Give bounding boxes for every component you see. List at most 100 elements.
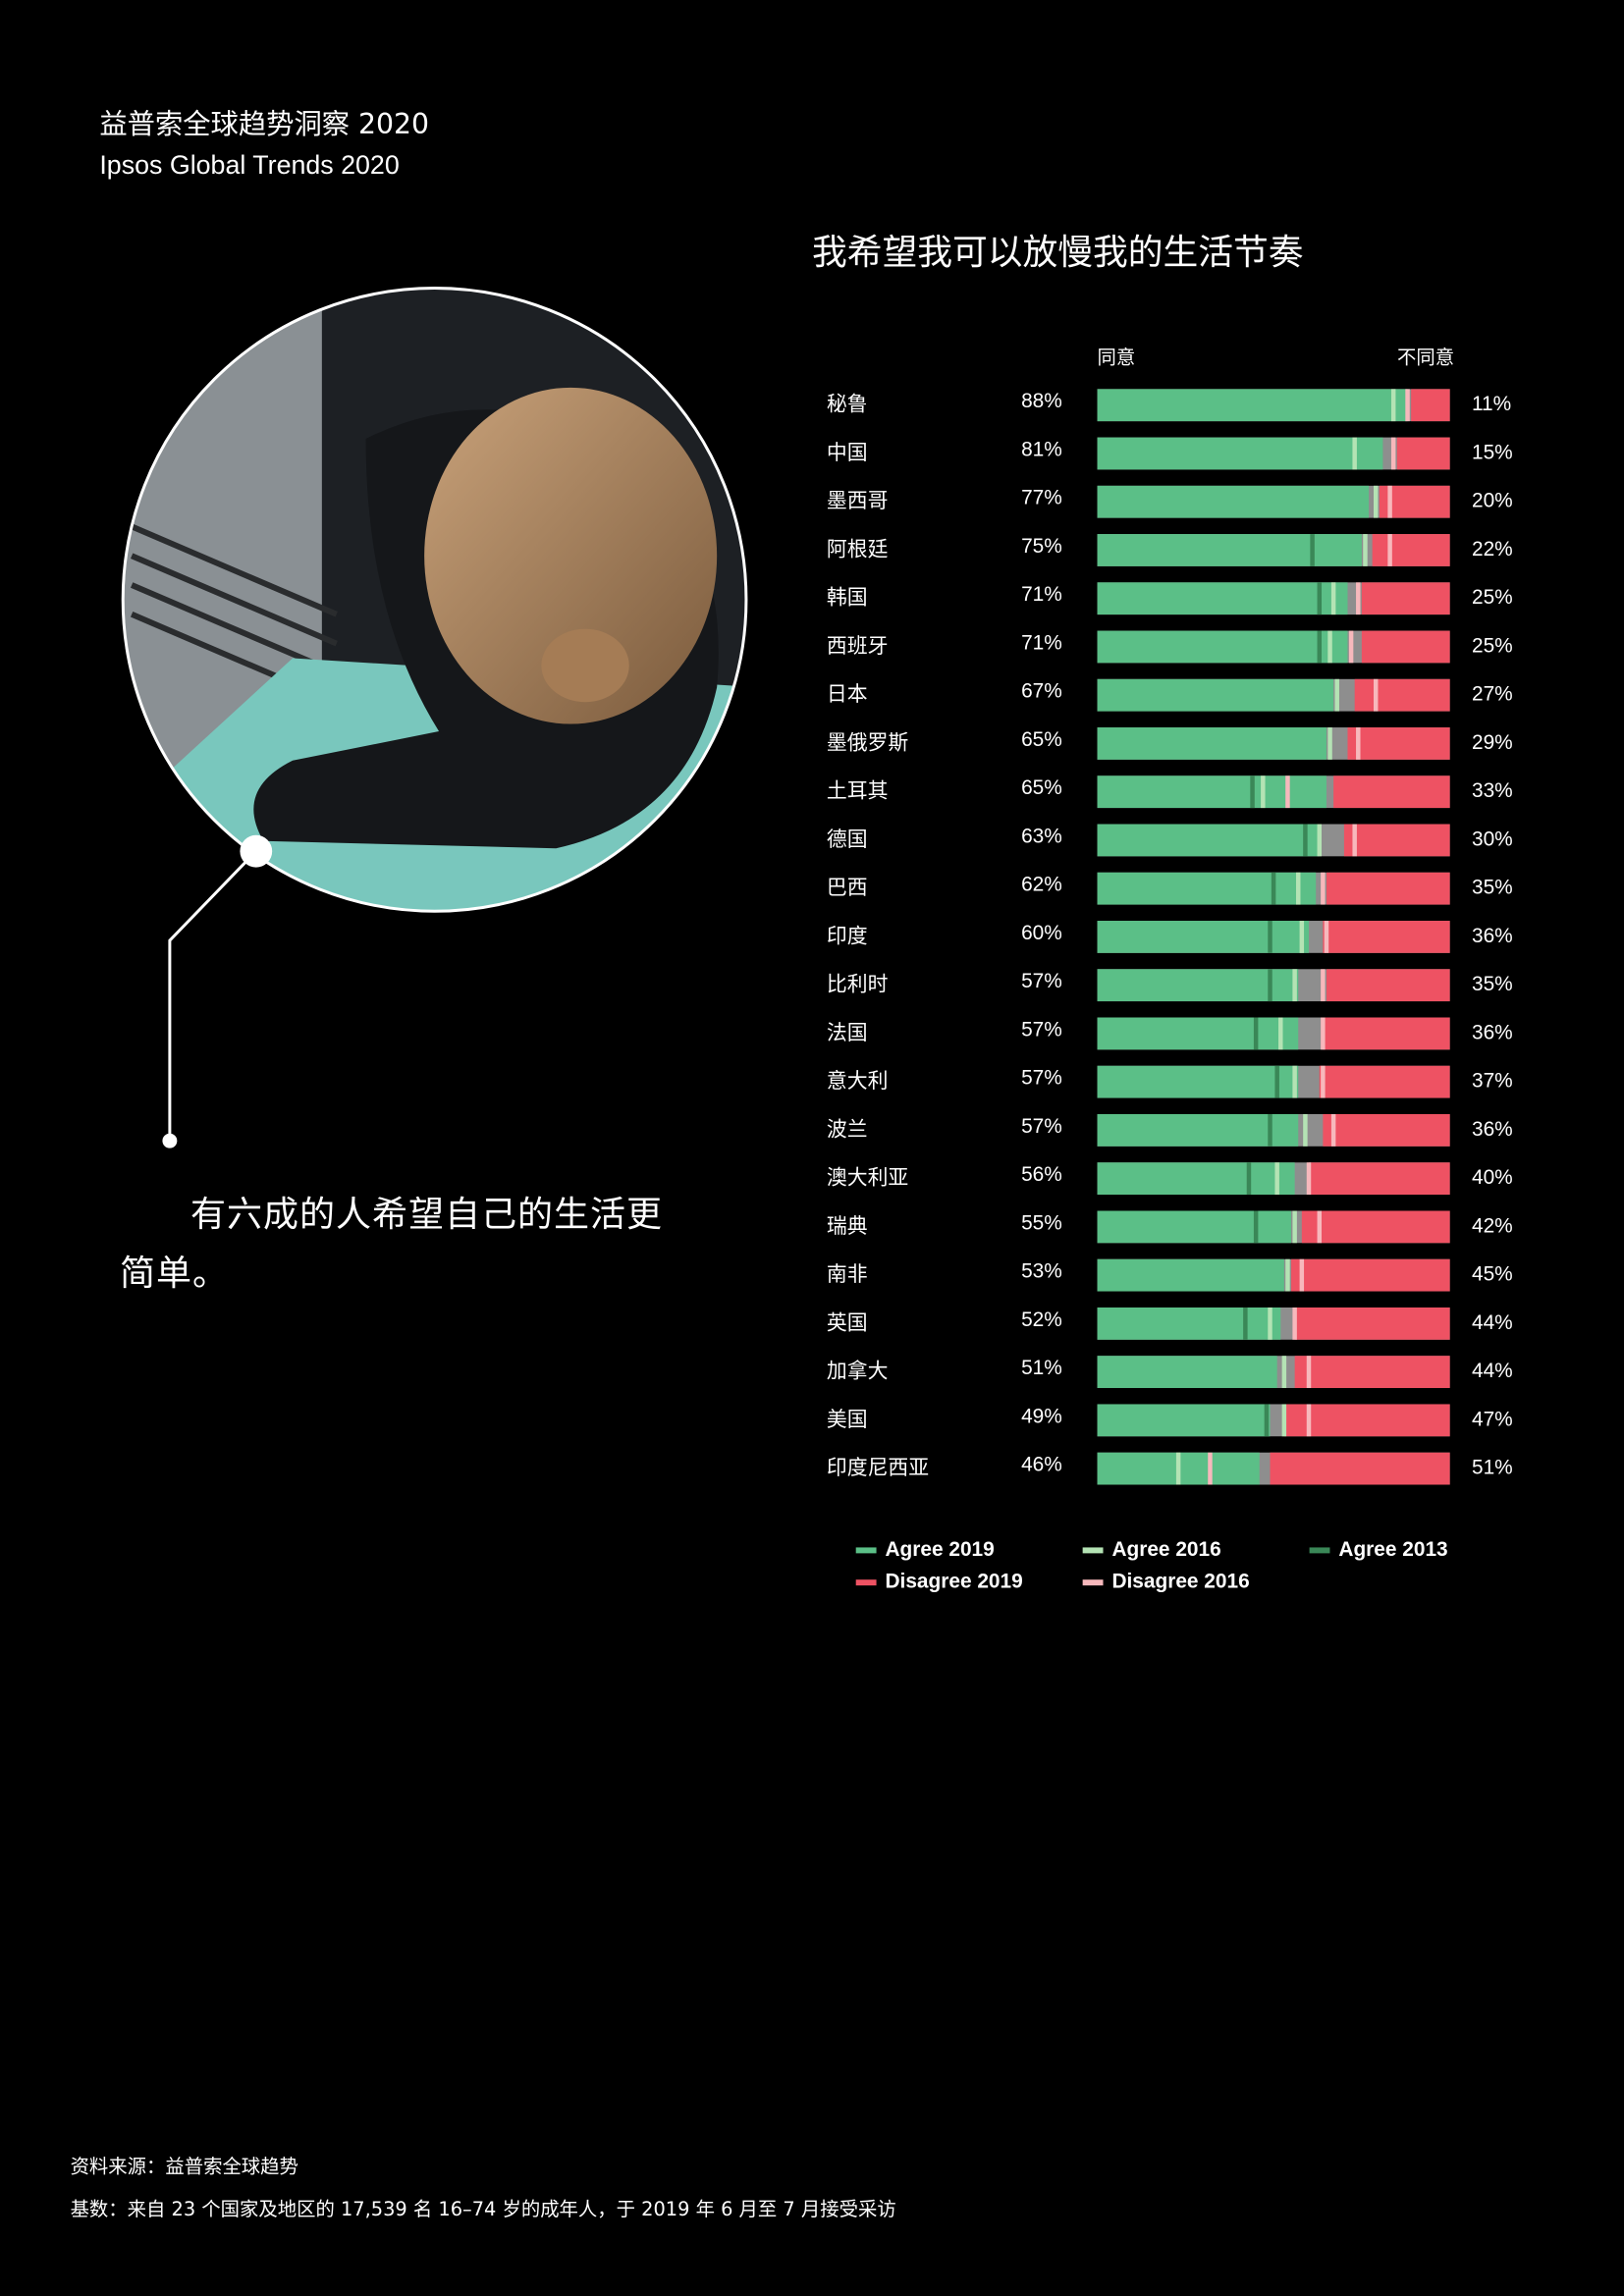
value-label: 33% — [1472, 779, 1513, 802]
marker — [1271, 872, 1276, 905]
value-label: 45% — [1472, 1263, 1513, 1286]
bar — [1097, 824, 1320, 857]
value-label: 56% — [1021, 1163, 1062, 1186]
marker — [1261, 775, 1266, 809]
bar — [1309, 1162, 1450, 1196]
marker — [1268, 1114, 1272, 1147]
bar — [1333, 775, 1450, 809]
value-label: 67% — [1021, 680, 1062, 703]
bar — [1411, 389, 1450, 422]
bar — [1097, 872, 1317, 905]
bar — [1396, 437, 1450, 470]
bar — [1097, 678, 1334, 712]
marker — [1310, 534, 1315, 566]
marker — [1334, 678, 1339, 712]
marker — [1274, 1065, 1279, 1098]
bar — [1097, 389, 1408, 422]
value-label: 57% — [1021, 1018, 1062, 1041]
value-label: 44% — [1472, 1311, 1513, 1334]
legend-label: Disagree 2019 — [885, 1571, 1022, 1593]
value-label: 25% — [1472, 586, 1513, 609]
marker — [1356, 727, 1361, 760]
marker — [1330, 1114, 1336, 1147]
marker — [1317, 582, 1323, 615]
marker — [1348, 630, 1354, 664]
bar — [1097, 1162, 1295, 1196]
marker — [1390, 437, 1396, 470]
bar — [1283, 1404, 1450, 1437]
agree-header: 同意 — [1098, 347, 1136, 369]
bar — [1326, 969, 1450, 1002]
bar — [1097, 1258, 1284, 1292]
category-label: 阿根廷 — [827, 537, 889, 561]
value-label: 35% — [1472, 877, 1513, 899]
bar — [1291, 1258, 1450, 1292]
category-label: 瑞典 — [827, 1214, 868, 1238]
marker — [1292, 1065, 1297, 1098]
header-subtitle: Ipsos Global Trends 2020 — [99, 150, 399, 180]
category-label: 中国 — [827, 441, 868, 464]
value-label: 65% — [1021, 728, 1062, 751]
value-label: 57% — [1021, 1115, 1062, 1138]
value-label: 44% — [1472, 1360, 1513, 1382]
value-label: 36% — [1472, 1021, 1513, 1043]
bar — [1319, 1065, 1450, 1098]
marker — [1352, 824, 1357, 857]
category-label: 墨俄罗斯 — [827, 730, 909, 754]
marker — [1208, 1452, 1213, 1485]
value-label: 30% — [1472, 828, 1513, 850]
category-label: 巴西 — [827, 876, 868, 899]
marker — [1243, 1307, 1248, 1340]
category-label: 秘鲁 — [827, 393, 868, 416]
marker — [1324, 921, 1329, 953]
marker — [1317, 824, 1323, 857]
value-label: 11% — [1472, 393, 1511, 415]
value-label: 88% — [1021, 390, 1062, 412]
value-label: 36% — [1472, 925, 1513, 947]
bar — [1372, 534, 1450, 566]
bar — [1097, 534, 1362, 566]
value-label: 47% — [1472, 1408, 1513, 1430]
category-label: 墨西哥 — [827, 489, 889, 512]
marker — [1281, 1404, 1287, 1437]
legend-swatch — [1082, 1579, 1104, 1586]
category-label: 日本 — [827, 682, 868, 706]
value-label: 57% — [1021, 970, 1062, 992]
marker — [1317, 1210, 1323, 1244]
category-label: 波兰 — [827, 1117, 868, 1141]
bar — [1354, 678, 1450, 712]
value-label: 57% — [1021, 1067, 1062, 1090]
value-label: 63% — [1021, 825, 1062, 847]
value-label: 20% — [1472, 490, 1513, 512]
value-label: 53% — [1021, 1260, 1062, 1283]
bar — [1097, 1017, 1299, 1050]
value-label: 65% — [1021, 776, 1062, 799]
value-label: 60% — [1021, 922, 1062, 944]
bar — [1097, 1065, 1299, 1098]
marker — [1281, 1356, 1287, 1389]
value-label: 42% — [1472, 1214, 1513, 1237]
marker — [1306, 1162, 1312, 1196]
marker — [1175, 1452, 1181, 1485]
marker — [1253, 1210, 1259, 1244]
value-label: 27% — [1472, 683, 1513, 706]
bar — [1097, 969, 1299, 1002]
category-label: 美国 — [827, 1408, 868, 1431]
disagree-header: 不同意 — [1397, 347, 1454, 369]
value-label: 75% — [1021, 535, 1062, 558]
category-label: 澳大利亚 — [827, 1166, 908, 1190]
marker — [1303, 1114, 1308, 1147]
bar — [1097, 1210, 1292, 1244]
bar — [1294, 1356, 1450, 1389]
bar — [1097, 437, 1383, 470]
bar — [1097, 582, 1348, 615]
category-label: 意大利 — [827, 1069, 889, 1093]
category-label: 德国 — [827, 828, 868, 851]
marker — [1330, 582, 1336, 615]
bar — [1270, 1452, 1450, 1485]
marker — [1327, 630, 1332, 664]
marker — [1321, 1017, 1326, 1050]
marker — [1268, 1307, 1272, 1340]
value-label: 77% — [1021, 487, 1062, 509]
